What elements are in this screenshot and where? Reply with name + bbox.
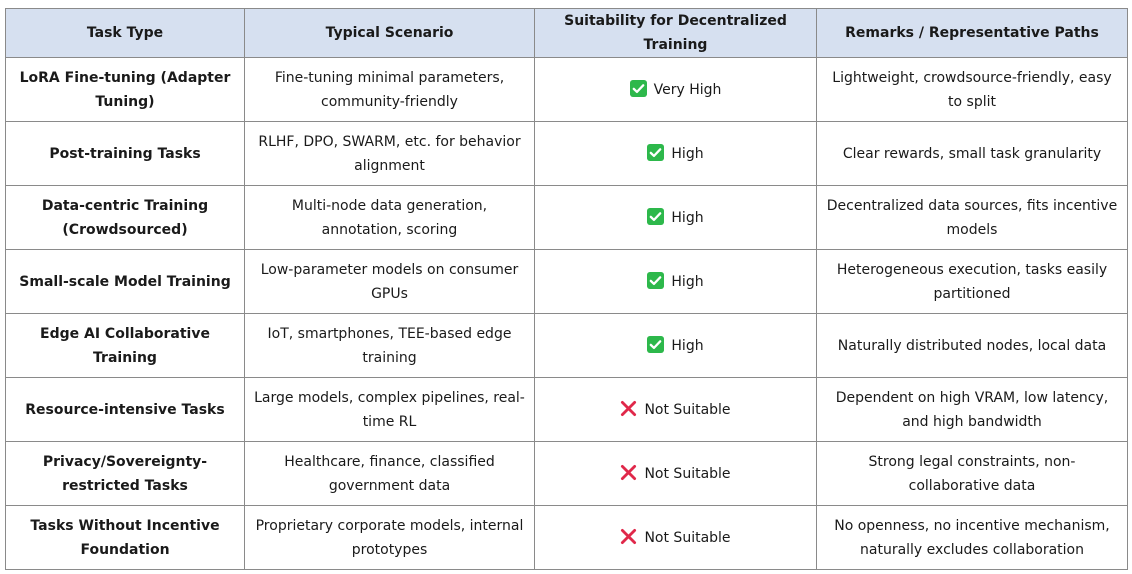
cell-typical-scenario: Healthcare, finance, classified governme…: [244, 441, 535, 506]
table-row: Small-scale Model Training Low-parameter …: [5, 249, 1128, 314]
header-typical-scenario: Typical Scenario: [244, 8, 535, 58]
suitability-label: Very High: [653, 81, 722, 98]
cell-remarks: Strong legal constraints, non-collaborat…: [816, 441, 1128, 506]
cell-task-type: Tasks Without Incentive Foundation: [5, 505, 245, 570]
cell-suitability: High: [534, 185, 817, 250]
suitability-label: High: [671, 209, 704, 226]
header-remarks: Remarks / Representative Paths: [816, 8, 1128, 58]
check-icon: [629, 79, 647, 97]
table-row: Post-training Tasks RLHF, DPO, SWARM, etc…: [5, 121, 1128, 186]
cell-typical-scenario: Proprietary corporate models, internal p…: [244, 505, 535, 570]
table-row: Privacy/Sovereignty-restricted Tasks Heal…: [5, 441, 1128, 506]
cell-remarks: Clear rewards, small task granularity: [816, 121, 1128, 186]
cell-suitability: High: [534, 249, 817, 314]
cell-typical-scenario: Low-parameter models on consumer GPUs: [244, 249, 535, 314]
cell-suitability: Not Suitable: [534, 441, 817, 506]
check-icon: [647, 143, 665, 161]
cell-task-type: Post-training Tasks: [5, 121, 245, 186]
cell-suitability: Not Suitable: [534, 505, 817, 570]
cell-task-type: Privacy/Sovereignty-restricted Tasks: [5, 441, 245, 506]
cell-remarks: Decentralized data sources, fits incenti…: [816, 185, 1128, 250]
suitability-label: High: [671, 145, 704, 162]
task-suitability-table: Task Type Typical Scenario Suitability f…: [5, 8, 1128, 570]
cell-suitability: Very High: [534, 57, 817, 122]
cell-task-type: Data-centric Training (Crowdsourced): [5, 185, 245, 250]
check-icon: [647, 207, 665, 225]
header-suitability: Suitability for Decentralized Training: [534, 8, 817, 58]
cell-remarks: Heterogeneous execution, tasks easily pa…: [816, 249, 1128, 314]
check-icon: [647, 335, 665, 353]
table-body: LoRA Fine-tuning (Adapter Tuning) Fine-tu…: [5, 57, 1128, 570]
cell-suitability: High: [534, 313, 817, 378]
table-row: Resource-intensive Tasks Large models, co…: [5, 377, 1128, 442]
cell-typical-scenario: RLHF, DPO, SWARM, etc. for behavior alig…: [244, 121, 535, 186]
cross-icon: [620, 464, 637, 481]
cell-typical-scenario: IoT, smartphones, TEE-based edge trainin…: [244, 313, 535, 378]
table-row: Data-centric Training (Crowdsourced) Mult…: [5, 185, 1128, 250]
cross-icon: [620, 400, 637, 417]
cell-task-type: Resource-intensive Tasks: [5, 377, 245, 442]
table-row: Tasks Without Incentive Foundation Propri…: [5, 505, 1128, 570]
suitability-label: High: [671, 337, 704, 354]
header-row: Task Type Typical Scenario Suitability f…: [5, 8, 1128, 58]
cell-remarks: Dependent on high VRAM, low latency, and…: [816, 377, 1128, 442]
cell-suitability: High: [534, 121, 817, 186]
suitability-label: Not Suitable: [644, 401, 731, 418]
cell-typical-scenario: Fine-tuning minimal parameters, communit…: [244, 57, 535, 122]
cell-remarks: No openness, no incentive mechanism, nat…: [816, 505, 1128, 570]
cell-task-type: LoRA Fine-tuning (Adapter Tuning): [5, 57, 245, 122]
suitability-label: Not Suitable: [644, 465, 731, 482]
check-icon: [647, 271, 665, 289]
cell-task-type: Edge AI Collaborative Training: [5, 313, 245, 378]
table-header: Task Type Typical Scenario Suitability f…: [5, 8, 1128, 58]
cross-icon: [620, 528, 637, 545]
cell-remarks: Naturally distributed nodes, local data: [816, 313, 1128, 378]
header-task-type: Task Type: [5, 8, 245, 58]
cell-typical-scenario: Large models, complex pipelines, real-ti…: [244, 377, 535, 442]
cell-remarks: Lightweight, crowdsource-friendly, easy …: [816, 57, 1128, 122]
cell-task-type: Small-scale Model Training: [5, 249, 245, 314]
cell-typical-scenario: Multi-node data generation, annotation, …: [244, 185, 535, 250]
suitability-label: Not Suitable: [644, 529, 731, 546]
table-row: Edge AI Collaborative Training IoT, smart…: [5, 313, 1128, 378]
cell-suitability: Not Suitable: [534, 377, 817, 442]
suitability-label: High: [671, 273, 704, 290]
table-row: LoRA Fine-tuning (Adapter Tuning) Fine-tu…: [5, 57, 1128, 122]
